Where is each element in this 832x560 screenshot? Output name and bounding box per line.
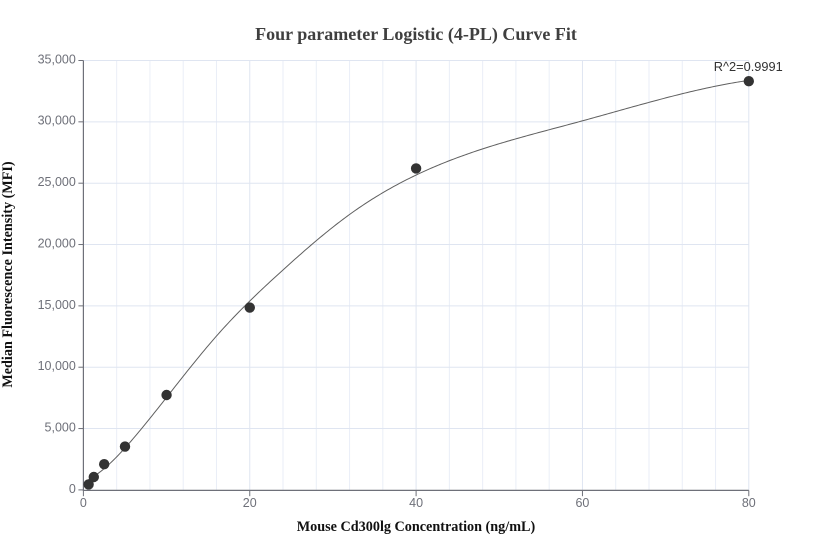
- svg-text:60: 60: [575, 496, 589, 510]
- svg-text:Median Fluorescence Intensity: Median Fluorescence Intensity (MFI): [0, 161, 16, 388]
- svg-text:30,000: 30,000: [38, 114, 76, 128]
- svg-text:10,000: 10,000: [38, 359, 76, 373]
- svg-text:Mouse Cd300lg Concentration (n: Mouse Cd300lg Concentration (ng/mL): [297, 519, 536, 535]
- svg-text:25,000: 25,000: [38, 175, 76, 189]
- svg-text:5,000: 5,000: [45, 420, 76, 434]
- svg-text:0: 0: [69, 482, 76, 496]
- svg-text:R^2=0.9991: R^2=0.9991: [714, 59, 783, 74]
- svg-text:Four parameter Logistic (4-PL): Four parameter Logistic (4-PL) Curve Fit: [255, 24, 577, 45]
- svg-text:0: 0: [80, 496, 87, 510]
- svg-text:40: 40: [409, 496, 423, 510]
- svg-text:15,000: 15,000: [38, 298, 76, 312]
- svg-text:20: 20: [243, 496, 257, 510]
- svg-text:35,000: 35,000: [38, 52, 76, 66]
- svg-text:20,000: 20,000: [38, 236, 76, 250]
- svg-text:80: 80: [742, 496, 756, 510]
